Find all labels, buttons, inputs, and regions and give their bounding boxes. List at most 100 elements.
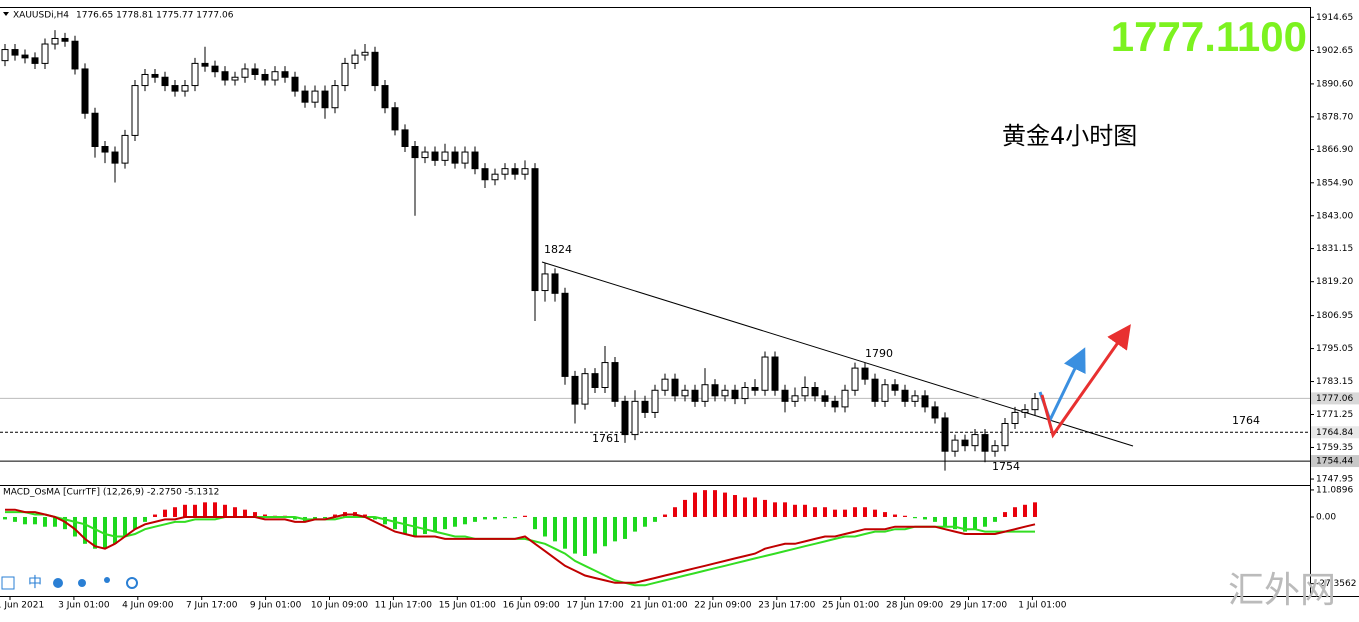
candle-body xyxy=(901,389,909,402)
candle-body xyxy=(451,151,459,164)
histogram-bar xyxy=(233,507,237,517)
histogram-bar xyxy=(483,516,487,520)
histogram-bar xyxy=(1033,502,1037,517)
histogram-bar xyxy=(793,504,797,517)
histogram-bar xyxy=(333,514,337,517)
histogram-bar xyxy=(433,516,437,532)
tool-icon[interactable] xyxy=(104,577,110,583)
histogram-bar xyxy=(833,509,837,517)
toolbar-text[interactable]: 中 xyxy=(28,575,42,591)
candle-body xyxy=(781,389,789,402)
histogram-bar xyxy=(643,516,647,527)
histogram-bar xyxy=(963,516,967,532)
x-tick-label: 17 Jun 17:00 xyxy=(567,601,624,611)
candle-body xyxy=(431,151,439,161)
red-arrow xyxy=(1040,324,1131,439)
histogram-bar xyxy=(753,497,757,517)
y-tick-label: 1914.65 xyxy=(1316,13,1353,23)
annotation: 1790 xyxy=(865,347,893,360)
menu-arrow[interactable] xyxy=(3,12,9,16)
histogram-bar xyxy=(1003,512,1007,517)
candle-body xyxy=(611,362,619,402)
tool-icon[interactable] xyxy=(126,577,138,589)
candle-body xyxy=(311,90,319,103)
signal-line xyxy=(5,511,1035,587)
candle-body xyxy=(381,85,389,109)
tool-icon[interactable] xyxy=(78,579,86,587)
histogram-bar xyxy=(783,502,787,517)
candle-body xyxy=(371,51,379,87)
candle-body xyxy=(321,90,329,109)
histogram-bar xyxy=(363,514,367,517)
candle-body xyxy=(651,389,659,413)
candle-body xyxy=(711,384,719,397)
candle-body xyxy=(821,395,829,402)
y-tick-label: 1902.65 xyxy=(1316,46,1353,56)
candle-body xyxy=(591,373,599,388)
tool-icon[interactable] xyxy=(53,578,63,588)
candle-body xyxy=(391,107,399,131)
y-tick-label: 1771.25 xyxy=(1316,410,1353,420)
histogram-bar xyxy=(533,516,537,530)
histogram-bar xyxy=(293,516,297,520)
candle-body xyxy=(1001,423,1009,447)
candle-body xyxy=(771,356,779,391)
histogram-bar xyxy=(633,516,637,532)
candle-body xyxy=(541,273,549,292)
histogram-bar xyxy=(883,512,887,517)
candle-body xyxy=(1011,411,1019,425)
candle-body xyxy=(881,384,889,402)
x-tick-label: 29 Jun 17:00 xyxy=(950,601,1007,611)
histogram-bar xyxy=(313,516,317,520)
histogram-bar xyxy=(443,516,447,530)
candle-body xyxy=(41,43,49,64)
histogram-bar xyxy=(13,516,17,522)
histogram-bar xyxy=(853,507,857,517)
x-tick-label: 9 Jun 01:00 xyxy=(250,601,302,611)
histogram-bar xyxy=(463,516,467,525)
histogram-bar xyxy=(923,516,927,520)
y-tick-label: 1783.15 xyxy=(1316,377,1353,387)
candle-body xyxy=(561,292,569,377)
histogram-bar xyxy=(243,509,247,517)
x-tick-label: 22 Jun 09:00 xyxy=(694,601,751,611)
histogram-bar xyxy=(423,516,427,535)
candle-body xyxy=(171,85,179,92)
histogram-bar xyxy=(203,502,207,517)
histogram-bar xyxy=(943,516,947,527)
histogram-bar xyxy=(53,516,57,527)
candle-body xyxy=(891,384,899,391)
histogram-bar xyxy=(373,516,377,520)
histogram-bar xyxy=(743,497,747,517)
candle-body xyxy=(501,168,509,175)
candle-body xyxy=(21,54,29,59)
histogram-bar xyxy=(213,502,217,517)
histogram-bar xyxy=(23,516,27,525)
histogram-bar xyxy=(323,516,327,519)
tool-icon[interactable] xyxy=(1,576,15,590)
price-level-box xyxy=(1311,426,1359,439)
candle-body xyxy=(631,400,639,436)
x-tick-label: 1 Jul 01:00 xyxy=(1018,601,1067,611)
histogram-bar xyxy=(73,516,77,537)
candle-body xyxy=(971,434,979,447)
candle-body xyxy=(961,439,969,447)
toolbar-bg xyxy=(0,575,145,593)
candle-body xyxy=(421,151,429,159)
candle-body xyxy=(951,439,959,452)
candle-body xyxy=(101,146,109,153)
candle-body xyxy=(401,129,409,148)
candle-body xyxy=(411,146,419,159)
histogram-bar xyxy=(813,507,817,517)
histogram-bar xyxy=(913,516,917,519)
x-tick-label: 21 Jun 01:00 xyxy=(630,601,687,611)
x-tick-label: 15 Jun 01:00 xyxy=(439,601,496,611)
candle-body xyxy=(31,57,39,64)
y-tick-label: 1747.95 xyxy=(1316,475,1353,485)
histogram-bar xyxy=(193,504,197,517)
candle-body xyxy=(731,389,739,400)
histogram-bar xyxy=(803,504,807,517)
x-tick-label: 7 Jun 17:00 xyxy=(186,601,238,611)
histogram-bar xyxy=(493,516,497,520)
histogram-bar xyxy=(173,507,177,517)
